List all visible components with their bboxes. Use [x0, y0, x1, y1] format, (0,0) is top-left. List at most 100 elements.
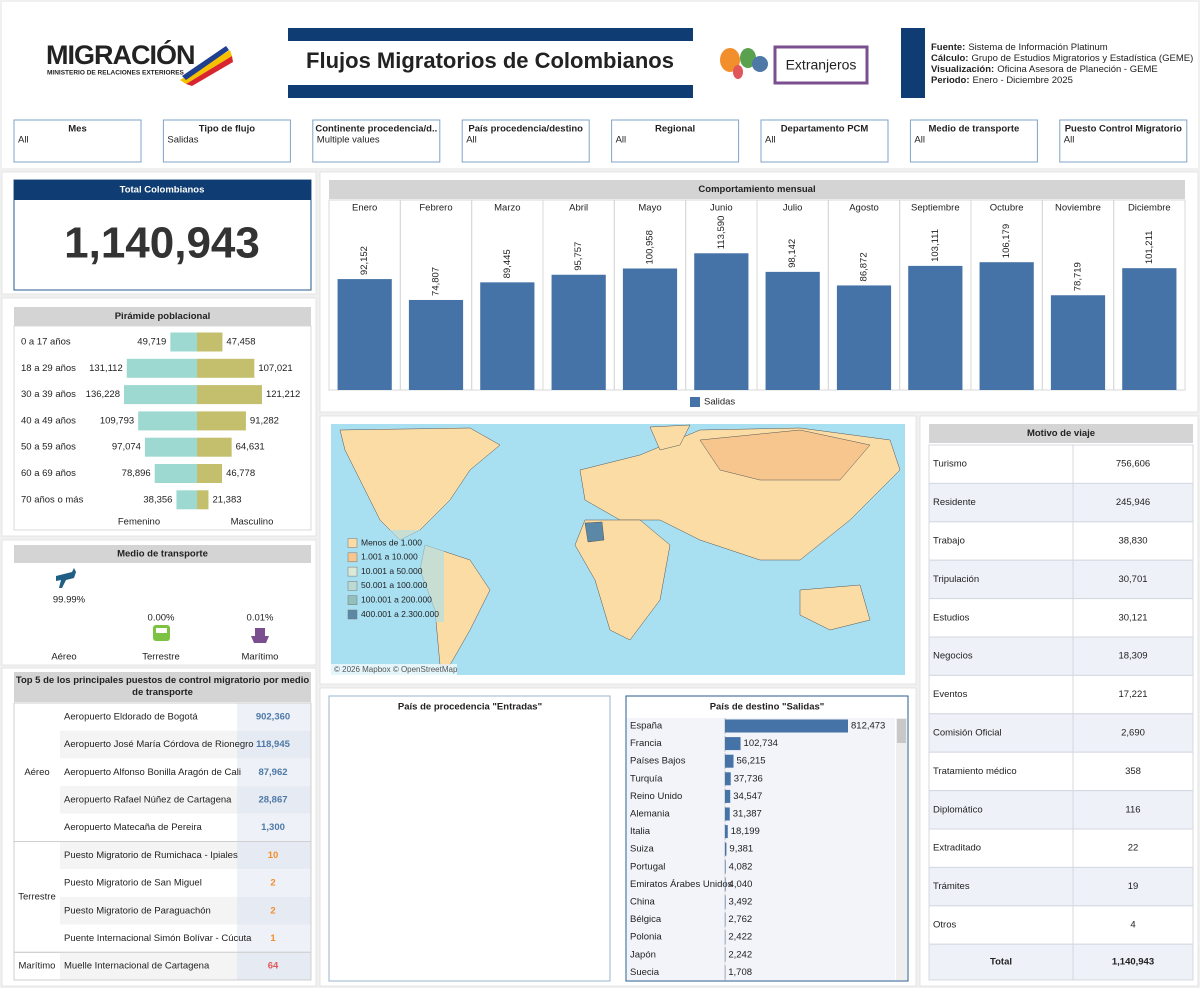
filter-box[interactable]: [461, 119, 590, 163]
top5-value: 2: [270, 905, 275, 916]
motive-name: Extraditado: [933, 843, 981, 854]
extranjeros-button-label[interactable]: Extranjeros: [786, 57, 857, 73]
bar: [337, 279, 392, 390]
total-title: Total Colombianos: [120, 185, 205, 196]
top5-value-cell: [237, 952, 311, 980]
motive-row: [928, 598, 1194, 638]
filter-box[interactable]: [1059, 119, 1188, 163]
motive-row: [928, 521, 1194, 561]
value-label: 38,356: [143, 494, 172, 505]
bar: [725, 825, 728, 839]
bar-female: [144, 437, 197, 457]
filter-value: All: [914, 135, 925, 146]
bar: [622, 268, 678, 390]
bar-male: [197, 411, 246, 431]
top5-group: Marítimo: [19, 961, 56, 972]
filter-box[interactable]: [13, 119, 142, 163]
filter-box[interactable]: [611, 119, 740, 163]
value-label: 56,215: [737, 756, 766, 767]
info-label: Visualización:: [931, 64, 994, 75]
pyramid-title: Pirámide poblacional: [115, 311, 211, 322]
scrollbar[interactable]: [896, 718, 907, 980]
top5-group: Terrestre: [18, 891, 55, 902]
top5-value: 87,962: [258, 767, 287, 778]
filter-label: Regional: [655, 124, 695, 135]
extranjeros-button[interactable]: [773, 45, 869, 85]
bar: [979, 262, 1034, 390]
top5-group-cell: [13, 951, 312, 981]
motive-name: Comisión Oficial: [933, 728, 1002, 739]
transport-title: Medio de transporte: [117, 549, 208, 560]
value-label: 113,590: [716, 216, 727, 250]
y-tick-label: 30 a 39 años: [21, 389, 76, 400]
bar: [908, 265, 963, 390]
bar: [1122, 268, 1177, 390]
value-label: 102,734: [744, 738, 778, 749]
title-bar-bottom: [288, 85, 693, 98]
info-line: Cálculo: Grupo de Estudios Migratorios y …: [931, 53, 1193, 64]
value-label: 89,445: [502, 249, 513, 278]
legend-swatch: [347, 581, 358, 591]
bar: [725, 877, 726, 891]
filter-value: All: [765, 135, 776, 146]
filter-box[interactable]: [312, 119, 441, 163]
filter-label: Tipo de flujo: [199, 124, 255, 135]
motive-value: 756,606: [1116, 459, 1150, 470]
legend-swatch: [347, 552, 358, 563]
motive-value: 245,946: [1116, 497, 1150, 508]
top5-value: 902,360: [256, 711, 290, 722]
top5-title: Top 5 de los principales puestos de cont…: [15, 675, 310, 698]
info-label: Periodo:: [931, 75, 970, 86]
value-label: 91,282: [250, 415, 279, 426]
plane-icon: [56, 568, 76, 588]
bus-window: [156, 628, 167, 633]
value-label: 100,958: [645, 230, 656, 264]
y-tick-label: Turquía: [630, 773, 663, 784]
info-label: Fuente:: [931, 42, 965, 53]
page-title: Flujos Migratorios de Colombianos: [306, 48, 674, 73]
transport-share: 0.01%: [247, 613, 274, 624]
value-label: 131,112: [89, 363, 123, 374]
scrollbar-thumb[interactable]: [897, 719, 906, 743]
motive-value: 30,121: [1118, 612, 1147, 623]
bar: [725, 860, 726, 874]
value-label: 34,547: [733, 791, 762, 802]
logo: [180, 46, 233, 86]
y-tick-label: 0 a 17 años: [21, 337, 71, 348]
motive-value: 116: [1125, 804, 1140, 815]
x-tick-label: Junio: [710, 203, 733, 214]
y-tick-label: 18 a 29 años: [21, 363, 76, 374]
top5-value-cell: [237, 869, 311, 897]
legend-label: Salidas: [704, 397, 735, 408]
legend-label: 50.001 a 100.000: [361, 580, 427, 590]
motive-row: [928, 713, 1194, 753]
top5-value: 1,300: [261, 822, 285, 833]
legend-swatch: [690, 397, 700, 407]
filter-value: Salidas: [167, 135, 198, 146]
motive-name: Turismo: [933, 459, 967, 470]
info-block: Fuente: Sistema de Información PlatinumCá…: [931, 42, 1193, 86]
motive-title-bar: [929, 424, 1193, 443]
info-label: Cálculo:: [931, 53, 968, 64]
filter-box[interactable]: [162, 119, 291, 163]
top5-value: 10: [268, 850, 279, 861]
x-tick-label: Abril: [569, 203, 588, 214]
bar-female: [176, 490, 197, 510]
value-label: 86,872: [859, 252, 870, 281]
filter-box[interactable]: [760, 119, 889, 163]
motive-total-value: 1,140,943: [1112, 957, 1154, 968]
filter-label: Continente procedencia/d..: [315, 124, 437, 135]
motive-value: 17,221: [1118, 689, 1147, 700]
bar-female: [124, 385, 197, 405]
legend-label: 100.001 a 200.000: [361, 594, 432, 604]
info-text: Sistema de Información Platinum: [968, 42, 1107, 53]
logo-subtitle: MINISTERIO DE RELACIONES EXTERIORES: [47, 70, 185, 77]
info-line: Visualización: Oficina Asesora de Planeci…: [931, 64, 1158, 75]
motive-row: [928, 636, 1194, 676]
top5-title-bar: [14, 672, 311, 702]
y-tick-label: Países Bajos: [630, 756, 686, 767]
filter-box[interactable]: [909, 119, 1038, 163]
bar-male: [197, 464, 223, 483]
motive-value: 22: [1128, 843, 1139, 854]
bar-female: [170, 332, 197, 352]
